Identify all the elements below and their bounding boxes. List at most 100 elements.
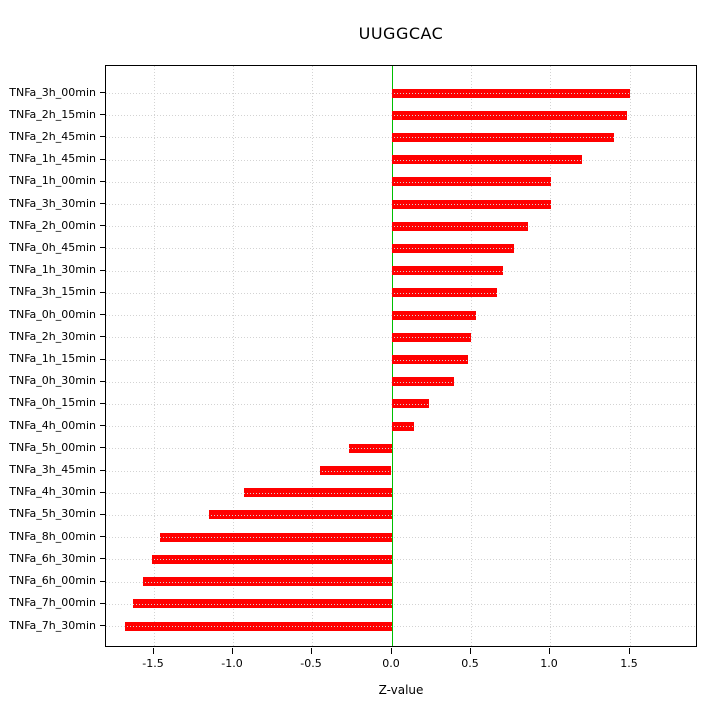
- y-tick-mark: [100, 336, 105, 337]
- h-gridline: [106, 493, 696, 494]
- y-tick-mark: [100, 581, 105, 582]
- bar: [143, 577, 392, 586]
- bar: [392, 377, 454, 386]
- category-label: TNFa_7h_30min: [9, 619, 96, 632]
- bar: [392, 399, 429, 408]
- y-tick-mark: [100, 247, 105, 248]
- category-label: TNFa_3h_15min: [9, 285, 96, 298]
- x-tick-mark: [311, 648, 312, 654]
- y-tick-mark: [100, 558, 105, 559]
- h-gridline: [106, 271, 696, 272]
- category-label: TNFa_1h_00min: [9, 174, 96, 187]
- category-label: TNFa_1h_15min: [9, 352, 96, 365]
- y-tick-mark: [100, 292, 105, 293]
- v-gridline: [630, 66, 631, 646]
- plot-area: [105, 65, 697, 647]
- h-gridline: [106, 248, 696, 249]
- x-tick-mark: [153, 648, 154, 654]
- y-tick-mark: [100, 447, 105, 448]
- category-label: TNFa_0h_00min: [9, 308, 96, 321]
- x-tick-label: -1.0: [221, 657, 243, 670]
- category-label: TNFa_8h_00min: [9, 530, 96, 543]
- y-tick-mark: [100, 225, 105, 226]
- h-gridline: [106, 182, 696, 183]
- h-gridline: [106, 404, 696, 405]
- category-label: TNFa_1h_45min: [9, 152, 96, 165]
- bar: [320, 466, 391, 475]
- chart-title: UUGGCAC: [358, 24, 444, 43]
- h-gridline: [106, 204, 696, 205]
- bar: [209, 510, 392, 519]
- h-gridline: [106, 515, 696, 516]
- category-label: TNFa_2h_15min: [9, 108, 96, 121]
- h-gridline: [106, 537, 696, 538]
- x-tick-label: -0.5: [300, 657, 322, 670]
- x-tick-label: 0.5: [461, 657, 479, 670]
- v-gridline: [312, 66, 313, 646]
- v-gridline: [154, 66, 155, 646]
- h-gridline: [106, 626, 696, 627]
- x-tick-mark: [391, 648, 392, 654]
- y-tick-mark: [100, 203, 105, 204]
- category-label: TNFa_2h_45min: [9, 130, 96, 143]
- y-tick-mark: [100, 270, 105, 271]
- x-tick-label: -1.5: [142, 657, 164, 670]
- x-axis-label: Z-value: [378, 683, 424, 697]
- y-tick-mark: [100, 92, 105, 93]
- bar: [392, 266, 503, 275]
- x-tick-mark: [470, 648, 471, 654]
- category-label: TNFa_6h_30min: [9, 552, 96, 565]
- x-tick-label: 1.0: [540, 657, 558, 670]
- bar: [133, 599, 392, 608]
- h-gridline: [106, 115, 696, 116]
- y-tick-mark: [100, 114, 105, 115]
- y-tick-mark: [100, 159, 105, 160]
- y-tick-mark: [100, 425, 105, 426]
- h-gridline: [106, 93, 696, 94]
- category-label: TNFa_0h_15min: [9, 396, 96, 409]
- category-label: TNFa_3h_45min: [9, 463, 96, 476]
- x-tick-mark: [549, 648, 550, 654]
- category-label: TNFa_5h_30min: [9, 507, 96, 520]
- y-tick-mark: [100, 603, 105, 604]
- h-gridline: [106, 360, 696, 361]
- x-tick-label: 0.0: [382, 657, 400, 670]
- category-label: TNFa_0h_45min: [9, 241, 96, 254]
- category-label: TNFa_7h_00min: [9, 596, 96, 609]
- category-label: TNFa_0h_30min: [9, 374, 96, 387]
- h-gridline: [106, 582, 696, 583]
- category-label: TNFa_4h_30min: [9, 485, 96, 498]
- x-tick-mark: [232, 648, 233, 654]
- bar: [392, 155, 582, 164]
- bar: [244, 488, 392, 497]
- h-gridline: [106, 604, 696, 605]
- v-gridline: [550, 66, 551, 646]
- h-gridline: [106, 426, 696, 427]
- h-gridline: [106, 293, 696, 294]
- h-gridline: [106, 226, 696, 227]
- y-tick-mark: [100, 514, 105, 515]
- y-tick-mark: [100, 625, 105, 626]
- y-tick-mark: [100, 492, 105, 493]
- category-label: TNFa_6h_00min: [9, 574, 96, 587]
- x-tick-label: 1.5: [620, 657, 638, 670]
- category-label: TNFa_1h_30min: [9, 263, 96, 276]
- v-gridline: [233, 66, 234, 646]
- y-tick-mark: [100, 314, 105, 315]
- h-gridline: [106, 337, 696, 338]
- y-tick-mark: [100, 381, 105, 382]
- y-tick-mark: [100, 136, 105, 137]
- h-gridline: [106, 471, 696, 472]
- bar: [392, 177, 551, 186]
- category-label: TNFa_3h_00min: [9, 86, 96, 99]
- bar: [392, 355, 468, 364]
- h-gridline: [106, 315, 696, 316]
- y-tick-mark: [100, 359, 105, 360]
- x-tick-mark: [629, 648, 630, 654]
- h-gridline: [106, 160, 696, 161]
- y-tick-mark: [100, 470, 105, 471]
- y-tick-mark: [100, 403, 105, 404]
- v-gridline: [471, 66, 472, 646]
- category-label: TNFa_4h_00min: [9, 419, 96, 432]
